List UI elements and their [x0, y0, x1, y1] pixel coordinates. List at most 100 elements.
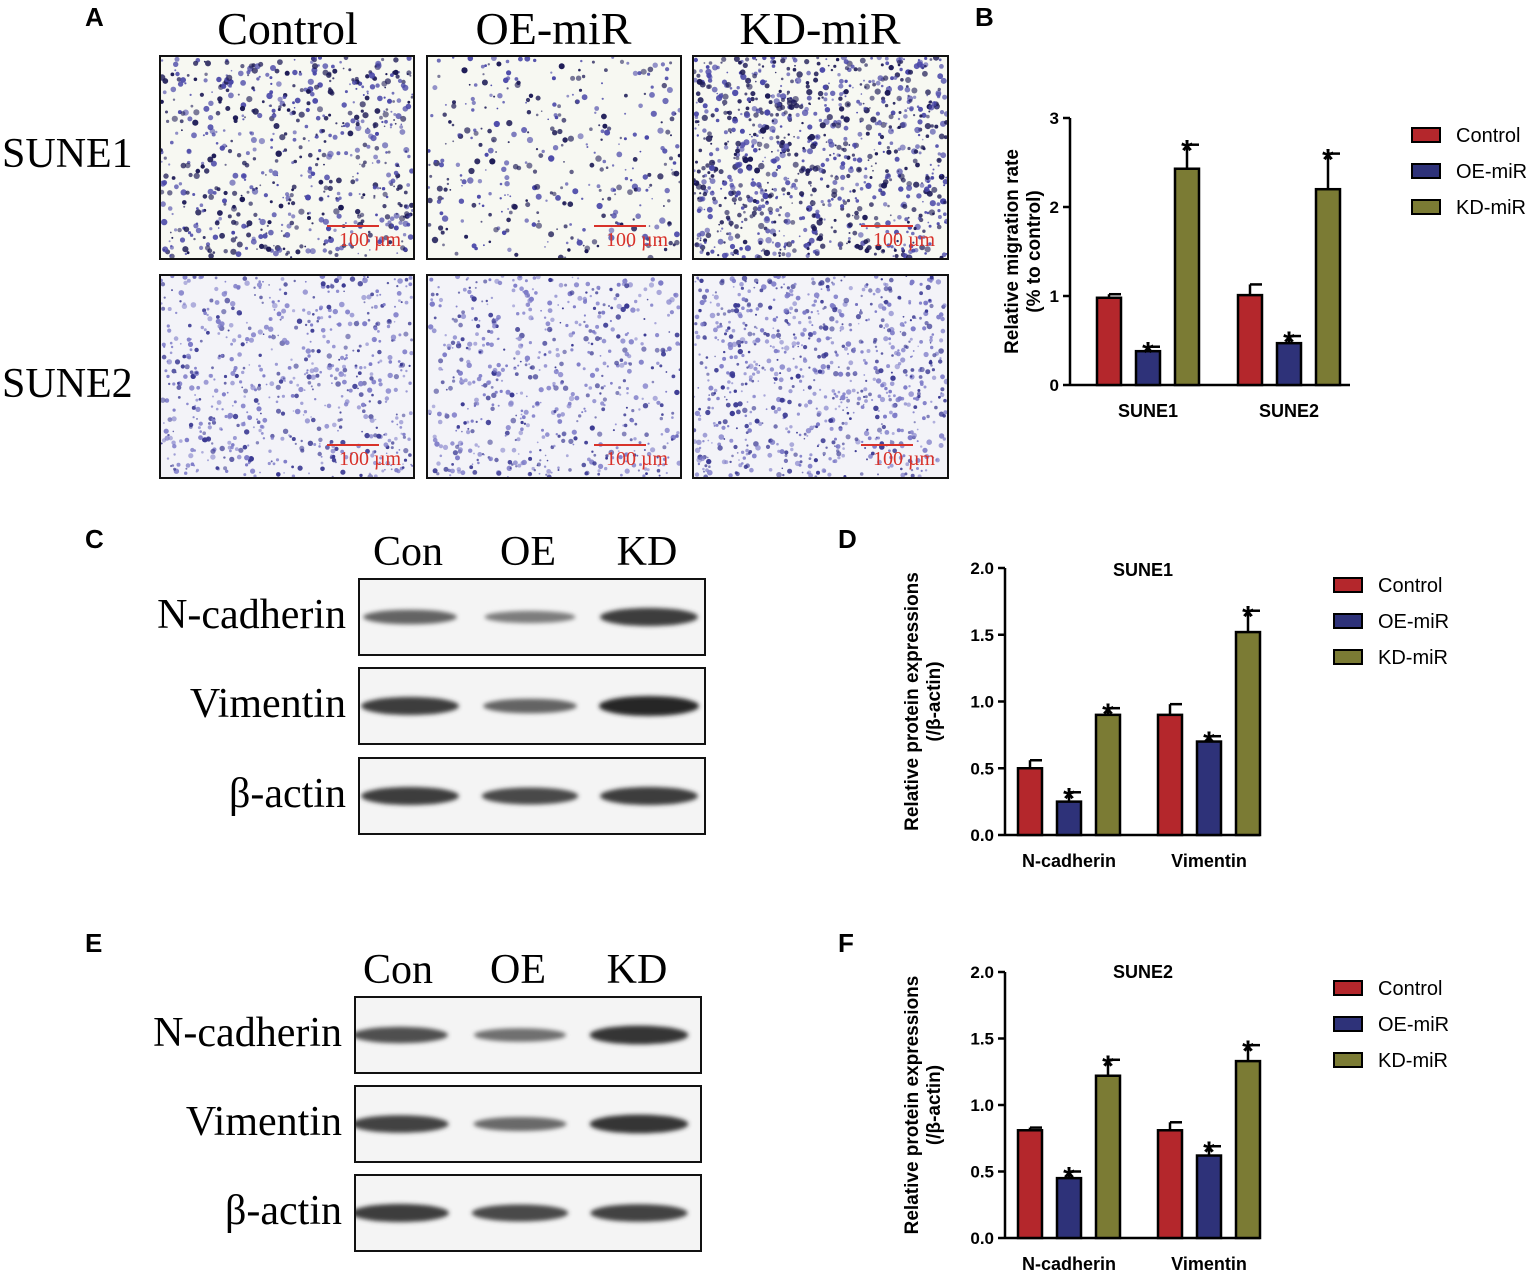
- y-axis-label: Relative protein expressions: [902, 572, 923, 831]
- bar-control-sune1: [1095, 296, 1123, 387]
- x-category-label: Vimentin: [1171, 851, 1247, 871]
- cell-stain-texture: [428, 276, 680, 477]
- significance-asterisk: *: [1283, 326, 1295, 359]
- chart-title: SUNE2: [1113, 962, 1173, 982]
- row-header-sune1: SUNE1: [2, 131, 133, 177]
- lane-header-con: Con: [372, 529, 443, 575]
- x-category-label: N-cadherin: [1022, 1254, 1116, 1273]
- cell-stain-texture: [428, 57, 680, 258]
- y-tick-label: 2.0: [970, 963, 994, 982]
- panel-letter-d: D: [838, 524, 857, 554]
- protein-band: [600, 607, 698, 627]
- bar-oe-mir-n-cadherin: [1055, 1176, 1083, 1240]
- micrograph-sune1-kd-mir: 100 µm: [692, 55, 949, 260]
- legend-label: OE-miR: [1378, 611, 1449, 633]
- legend-swatch: [1333, 649, 1363, 665]
- y-tick-label: 0.0: [970, 1229, 994, 1248]
- y-tick-label: 0.0: [970, 826, 994, 845]
- micrograph-sune2-oe-mir: 100 µm: [426, 274, 682, 479]
- blot-strip: [358, 757, 706, 835]
- protein-band: [471, 1204, 569, 1222]
- legend-swatch: [1333, 1052, 1363, 1068]
- protein-band: [361, 696, 459, 716]
- y-tick-label: 0: [1050, 376, 1059, 395]
- micrograph-sune1-oe-mir: 100 µm: [426, 55, 682, 260]
- x-category-label: Vimentin: [1171, 1254, 1247, 1273]
- y-tick-label: 0.5: [970, 1163, 994, 1182]
- bar-control-vimentin: [1156, 1129, 1184, 1240]
- legend-label: KD-miR: [1456, 197, 1526, 219]
- significance-asterisk: *: [1102, 698, 1114, 731]
- legend-label: Control: [1378, 978, 1442, 1000]
- blot-row-label: Vimentin: [189, 681, 346, 727]
- x-category-label: N-cadherin: [1022, 851, 1116, 871]
- cell-stain-texture: [161, 57, 413, 258]
- panel-letter-c: C: [85, 524, 104, 554]
- legend-swatch: [1411, 163, 1441, 179]
- scale-bar-label: 100 µm: [339, 229, 402, 251]
- significance-asterisk: *: [1102, 1050, 1114, 1083]
- column-header-control: Control: [217, 3, 358, 54]
- significance-asterisk: *: [1063, 782, 1075, 815]
- lane-header-kd: KD: [606, 947, 668, 993]
- significance-asterisk: *: [1142, 337, 1154, 370]
- x-category-label: SUNE2: [1259, 401, 1319, 421]
- legend-label: KD-miR: [1378, 1050, 1448, 1072]
- scale-bar: [861, 444, 913, 446]
- y-tick-label: 3: [1050, 109, 1059, 128]
- protein-band: [481, 787, 579, 805]
- scale-bar-label: 100 µm: [606, 448, 669, 470]
- panel-letter-a: A: [85, 2, 104, 32]
- column-header-oe-mir: OE-miR: [475, 3, 632, 54]
- bar-kd-mir-vimentin: [1234, 630, 1262, 837]
- protein-band: [589, 1025, 689, 1045]
- protein-band: [599, 696, 699, 716]
- scale-bar-label: 100 µm: [873, 229, 936, 251]
- micrograph-sune2-control: 100 µm: [159, 274, 415, 479]
- lane-header-kd: KD: [616, 529, 678, 575]
- y-tick-label: 1: [1050, 287, 1059, 306]
- blot-strip: [354, 996, 702, 1074]
- legend-swatch: [1333, 577, 1363, 593]
- protein-band: [356, 1115, 449, 1133]
- protein-band: [363, 609, 457, 625]
- lane-header-oe: OE: [490, 947, 546, 993]
- row-header-sune2: SUNE2: [2, 361, 133, 407]
- bar-kd-mir-n-cadherin: [1094, 713, 1122, 837]
- protein-band: [484, 610, 576, 624]
- protein-band: [361, 786, 459, 806]
- scale-bar-label: 100 µm: [873, 448, 936, 470]
- legend-swatch: [1333, 613, 1363, 629]
- cell-stain-texture: [694, 276, 947, 477]
- protein-band: [473, 1028, 567, 1042]
- blot-row-label: N-cadherin: [157, 592, 346, 638]
- blot-row-label: β-actin: [229, 771, 346, 817]
- y-axis-label: (/β-actin): [924, 661, 945, 741]
- blot-row-label: Vimentin: [185, 1099, 342, 1145]
- blot-row-label: N-cadherin: [153, 1010, 342, 1056]
- y-tick-label: 1.0: [970, 1096, 994, 1115]
- blot-row-label: β-actin: [225, 1188, 342, 1234]
- significance-asterisk: *: [1322, 144, 1334, 177]
- chart-title: SUNE1: [1113, 560, 1173, 580]
- protein-band: [590, 1204, 688, 1222]
- protein-band: [356, 1203, 449, 1223]
- lane-header-con: Con: [362, 947, 433, 993]
- y-tick-label: 2.0: [970, 559, 994, 578]
- scale-bar: [594, 444, 646, 446]
- scale-bar-label: 100 µm: [339, 448, 402, 470]
- significance-asterisk: *: [1203, 726, 1215, 759]
- blot-strip: [358, 578, 706, 656]
- bar-control-n-cadherin: [1016, 1129, 1044, 1240]
- legend-swatch: [1411, 199, 1441, 215]
- bar-kd-mir-n-cadherin: [1094, 1074, 1122, 1240]
- bar-oe-mir-vimentin: [1195, 740, 1223, 837]
- legend-swatch: [1333, 1016, 1363, 1032]
- lane-header-oe: OE: [500, 529, 556, 575]
- x-category-label: SUNE1: [1118, 401, 1178, 421]
- y-axis-label: Relative migration rate: [1002, 149, 1023, 354]
- significance-asterisk: *: [1063, 1162, 1075, 1195]
- bar-kd-mir-vimentin: [1234, 1059, 1262, 1240]
- significance-asterisk: *: [1242, 601, 1254, 634]
- significance-asterisk: *: [1181, 135, 1193, 168]
